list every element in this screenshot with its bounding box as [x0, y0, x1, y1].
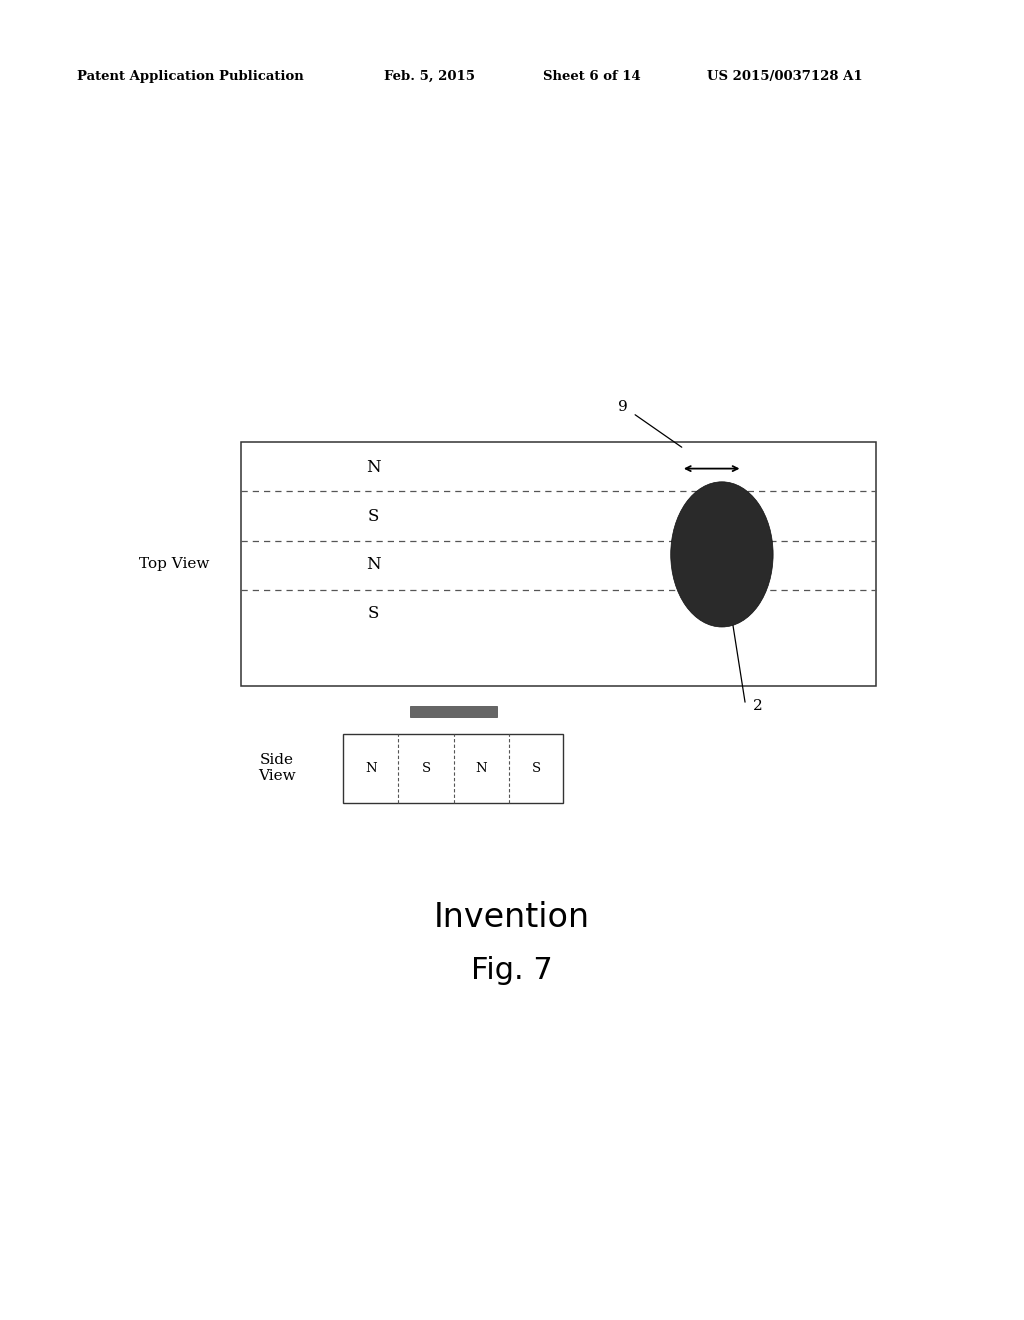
- Ellipse shape: [671, 482, 773, 627]
- Text: S: S: [422, 762, 430, 775]
- Text: 2: 2: [753, 700, 763, 713]
- Text: N: N: [365, 762, 377, 775]
- Bar: [410, 706, 497, 717]
- Text: Feb. 5, 2015: Feb. 5, 2015: [384, 70, 475, 83]
- Text: Fig. 7: Fig. 7: [471, 956, 553, 985]
- Text: N: N: [367, 459, 381, 475]
- Text: US 2015/0037128 A1: US 2015/0037128 A1: [707, 70, 862, 83]
- Text: Top View: Top View: [139, 557, 209, 572]
- Bar: [241, 442, 876, 686]
- Text: N: N: [475, 762, 487, 775]
- Text: Side
View: Side View: [258, 754, 295, 783]
- Text: N: N: [367, 557, 381, 573]
- Bar: [343, 734, 563, 803]
- Text: Invention: Invention: [434, 900, 590, 935]
- Text: 9: 9: [617, 400, 628, 413]
- Text: S: S: [368, 606, 380, 622]
- Text: S: S: [532, 762, 541, 775]
- Text: Sheet 6 of 14: Sheet 6 of 14: [543, 70, 640, 83]
- Text: Patent Application Publication: Patent Application Publication: [77, 70, 303, 83]
- Text: S: S: [368, 508, 380, 524]
